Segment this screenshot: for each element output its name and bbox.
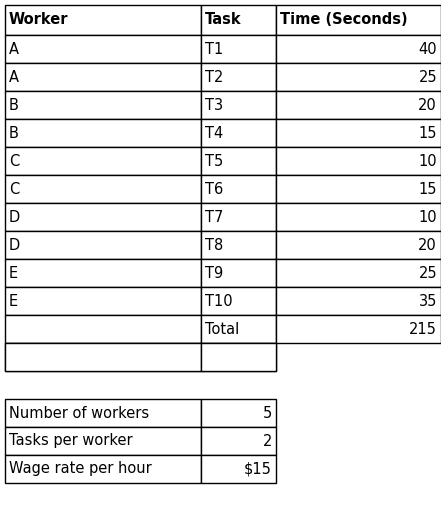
Text: 2: 2 [263,434,272,448]
Text: T8: T8 [205,238,223,252]
Bar [5,175,201,203]
Text: T9: T9 [205,266,223,280]
Bar [5,315,201,343]
Bar [5,427,201,455]
Text: T1: T1 [205,42,223,56]
Text: 15: 15 [419,181,437,197]
Bar [201,35,276,63]
Bar [5,455,201,483]
Text: 25: 25 [419,266,437,280]
Text: Wage rate per hour: Wage rate per hour [9,462,152,476]
Text: T10: T10 [205,294,232,308]
Bar [276,287,441,315]
Text: 20: 20 [418,238,437,252]
Text: Number of workers: Number of workers [9,405,149,421]
Bar [201,259,276,287]
Text: A: A [9,42,19,56]
Text: T5: T5 [205,153,223,169]
Bar [5,399,201,427]
Bar [201,147,276,175]
Text: 40: 40 [419,42,437,56]
Bar [5,147,201,175]
Bar [5,287,201,315]
Bar [276,63,441,91]
Bar [201,287,276,315]
Bar [201,343,276,371]
Bar [276,259,441,287]
Text: 35: 35 [419,294,437,308]
Bar [201,427,276,455]
Bar [276,231,441,259]
Text: 10: 10 [419,153,437,169]
Bar [201,5,276,35]
Bar [276,147,441,175]
Bar [276,119,441,147]
Text: D: D [9,238,20,252]
Text: B: B [9,97,19,112]
Text: 20: 20 [418,97,437,112]
Bar [5,91,201,119]
Text: C: C [9,181,19,197]
Bar [276,175,441,203]
Bar [276,5,441,35]
Bar [201,91,276,119]
Bar [276,203,441,231]
Bar [276,91,441,119]
Bar [201,175,276,203]
Text: T3: T3 [205,97,223,112]
Text: Total: Total [205,321,239,337]
Bar [276,35,441,63]
Text: E: E [9,294,18,308]
Bar [201,63,276,91]
Bar [5,231,201,259]
Text: T2: T2 [205,70,224,84]
Text: 10: 10 [419,210,437,225]
Bar [5,119,201,147]
Text: 15: 15 [419,125,437,141]
Bar [5,203,201,231]
Bar [5,5,201,35]
Text: $15: $15 [244,462,272,476]
Bar [276,315,441,343]
Text: 25: 25 [419,70,437,84]
Bar [201,399,276,427]
Text: T4: T4 [205,125,223,141]
Bar [201,315,276,343]
Text: T6: T6 [205,181,223,197]
Text: E: E [9,266,18,280]
Bar [5,35,201,63]
Bar [201,119,276,147]
Bar [201,343,276,371]
Bar [5,343,201,371]
Bar [5,343,201,371]
Text: Time (Seconds): Time (Seconds) [280,13,407,27]
Text: 5: 5 [263,405,272,421]
Text: Worker: Worker [9,13,68,27]
Bar [5,63,201,91]
Text: A: A [9,70,19,84]
Text: B: B [9,125,19,141]
Bar [201,231,276,259]
Bar [201,455,276,483]
Bar [201,203,276,231]
Text: C: C [9,153,19,169]
Bar [5,259,201,287]
Text: Tasks per worker: Tasks per worker [9,434,133,448]
Text: Task: Task [205,13,242,27]
Text: 215: 215 [409,321,437,337]
Text: D: D [9,210,20,225]
Text: T7: T7 [205,210,224,225]
